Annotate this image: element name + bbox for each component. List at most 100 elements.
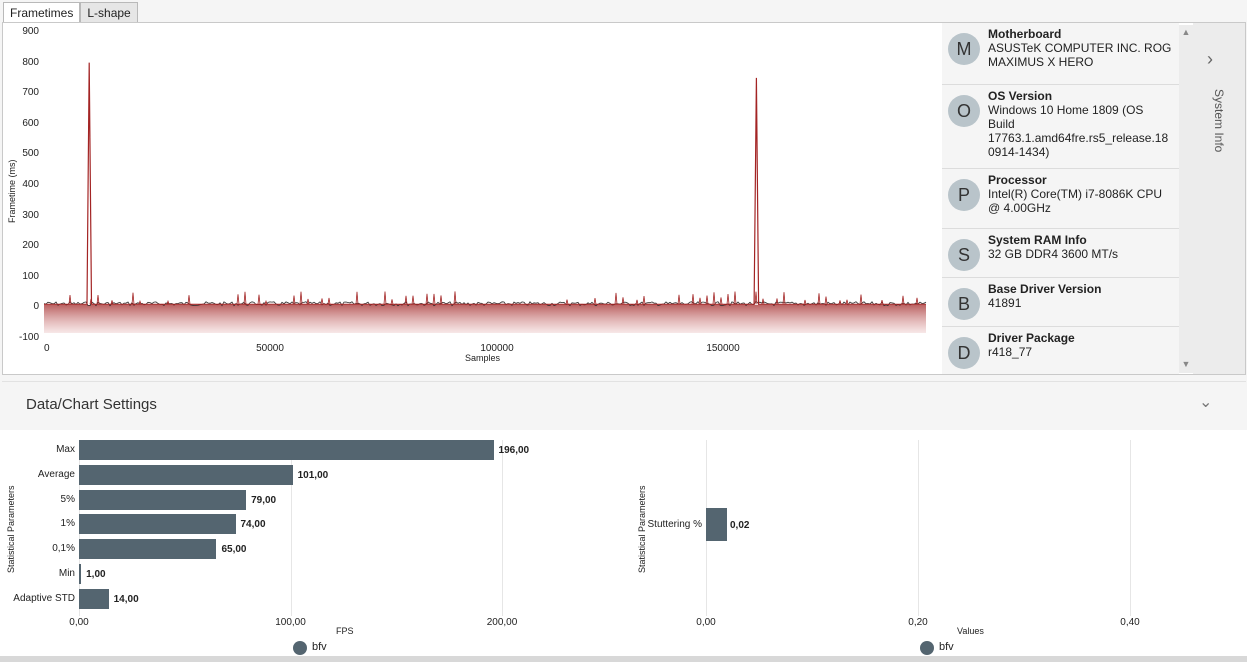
fps-value-label: 79,00 [251,494,277,506]
avatar: O [948,95,980,127]
y-tick-label: 200 [22,240,39,252]
system-info-text: System RAM Info 32 GB DDR4 3600 MT/s [988,233,1118,273]
y-tick-label: 100 [22,270,39,282]
frametime-chart: 900 800 700 600 500 400 300 200 100 0 -100 0 50000 1… [3,23,941,374]
system-info-item: B Base Driver Version 41891 [942,278,1179,327]
system-info-title: OS Version [988,89,1053,103]
y-tick-label: 800 [22,56,39,68]
system-info-value: 32 GB DDR4 3600 MT/s [988,247,1119,261]
stutter-x-tick: 0,40 [1120,617,1140,628]
settings-title: Data/Chart Settings [26,396,157,413]
system-info-value: Windows 10 Home 1809 (OS Build 17763.1.a… [988,103,1169,159]
system-info-text: Base Driver Version 41891 [988,282,1101,322]
fps-x-tick: 200,00 [486,617,518,628]
chart-tabs: Frametimes L-shape [3,2,138,23]
fps-category-label: Adaptive STD [13,592,75,604]
fps-x-axis-label: FPS [336,626,354,636]
avatar: M [948,33,980,65]
avatar: D [948,337,980,369]
avatar: S [948,239,980,271]
y-tick-label: 300 [22,209,39,221]
y-tick-label: 500 [22,148,39,160]
frametime-noise-red [68,291,919,305]
scroll-up-icon[interactable]: ▲ [1181,27,1191,37]
fps-category-label: Max [56,444,75,455]
x-tick-label: 150000 [706,343,740,354]
frametime-area-fill [44,305,926,333]
system-info-item: M Motherboard ASUSTeK COMPUTER INC. ROG MA… [942,23,1179,85]
x-tick-label: 50000 [256,343,284,354]
chart-settings-header[interactable]: Data/Chart Settings ⌄ [2,381,1246,427]
system-info-value: ASUSTeK COMPUTER INC. ROG MAXIMUS X HERO [988,41,1172,69]
system-info-item: O OS Version Windows 10 Home 1809 (OS Buil… [942,85,1179,169]
y-tick-label: -100 [18,332,39,343]
fps-value-label: 14,00 [113,593,139,605]
bottom-edge [0,656,1247,662]
y-tick-label: 0 [33,301,39,313]
fps-value-label: 65,00 [221,544,247,556]
legend-dot-fps [293,641,307,655]
fps-category-label: 5% [60,493,75,505]
system-info-value: r418_77 [988,345,1033,359]
fps-bar [79,539,217,560]
system-info-title: System RAM Info [988,233,1087,247]
legend-dot-stutter [920,641,934,655]
fps-x-tick: 100,00 [275,617,306,628]
stutter-category-label: Stuttering % [647,519,702,530]
fps-value-label: 1,00 [86,569,106,580]
system-info-label: System Info [1212,89,1226,153]
grid-line [1130,440,1131,616]
system-info-list: M Motherboard ASUSTeK COMPUTER INC. ROG MA… [942,23,1179,374]
x-tick-label: 100000 [480,343,514,354]
avatar: B [948,288,980,320]
system-info-item: P Processor Intel(R) Core(TM) i7-8086K CPU… [942,169,1179,229]
system-info-text: Driver Package r418_77 [988,331,1075,371]
avatar: P [948,179,980,211]
frametime-series-line [44,62,926,305]
frametime-plot [43,62,927,333]
fps-bar [79,514,236,535]
system-info-value: Intel(R) Core(TM) i7-8086K CPU @ 4.00GHz [988,187,1163,215]
tab-frametimes[interactable]: Frametimes [3,2,81,23]
fps-bar [79,464,293,485]
system-info-text: Processor Intel(R) Core(TM) i7-8086K CPU … [988,173,1173,224]
system-info-title: Base Driver Version [988,282,1102,296]
tab-l-shape[interactable]: L-shape [80,2,138,23]
fps-category-label: Average [37,468,75,480]
fps-value-label: 74,00 [240,519,266,531]
y-tick-label: 600 [22,117,39,129]
fps-x-tick: 0,00 [69,617,89,628]
stutter-x-axis-label: Values [957,626,984,636]
fps-category-label: Min [58,568,75,579]
system-info-title: Driver Package [988,331,1075,345]
fps-bar [79,588,109,609]
fps-value-label: 101,00 [297,469,329,481]
grid-line [502,440,503,616]
stutter-x-tick: 0,00 [696,617,716,628]
y-tick-label: 400 [22,179,39,190]
stutter-x-tick: 0,20 [908,617,928,628]
system-info-item: S System RAM Info 32 GB DDR4 3600 MT/s [942,229,1179,278]
system-info-item: D Driver Package r418_77 [942,327,1179,374]
fps-bar [79,564,82,584]
frametime-panel: 900 800 700 600 500 400 300 200 100 0 -100 0 50000 1… [2,22,1246,375]
legend-label-stutter: bfv [939,641,954,653]
system-info-toggle[interactable]: › System Info [1193,23,1245,374]
statistics-panel: Statistical Parameters Max 196,00 Average 1… [0,430,1247,656]
system-info-scrollbar[interactable]: ▲ ▼ [1179,25,1193,373]
stutter-value-label: 0,02 [730,520,750,531]
y-tick-label: 700 [22,87,39,99]
system-info-value: 41891 [988,296,1022,310]
chevron-down-icon[interactable]: ⌄ [1199,394,1213,411]
fps-bar [79,489,247,510]
system-info-title: Motherboard [988,27,1062,41]
frametime-spikes [44,62,926,305]
system-info-text: OS Version Windows 10 Home 1809 (OS Build… [988,89,1173,164]
fps-value-label: 196,00 [498,445,530,456]
grid-line [918,440,919,616]
scroll-down-icon[interactable]: ▼ [1181,359,1191,369]
legend-label-fps: bfv [312,641,327,653]
chevron-right-icon[interactable]: › [1207,49,1213,69]
y-tick-label: 900 [22,26,39,37]
fps-bar [79,440,494,460]
